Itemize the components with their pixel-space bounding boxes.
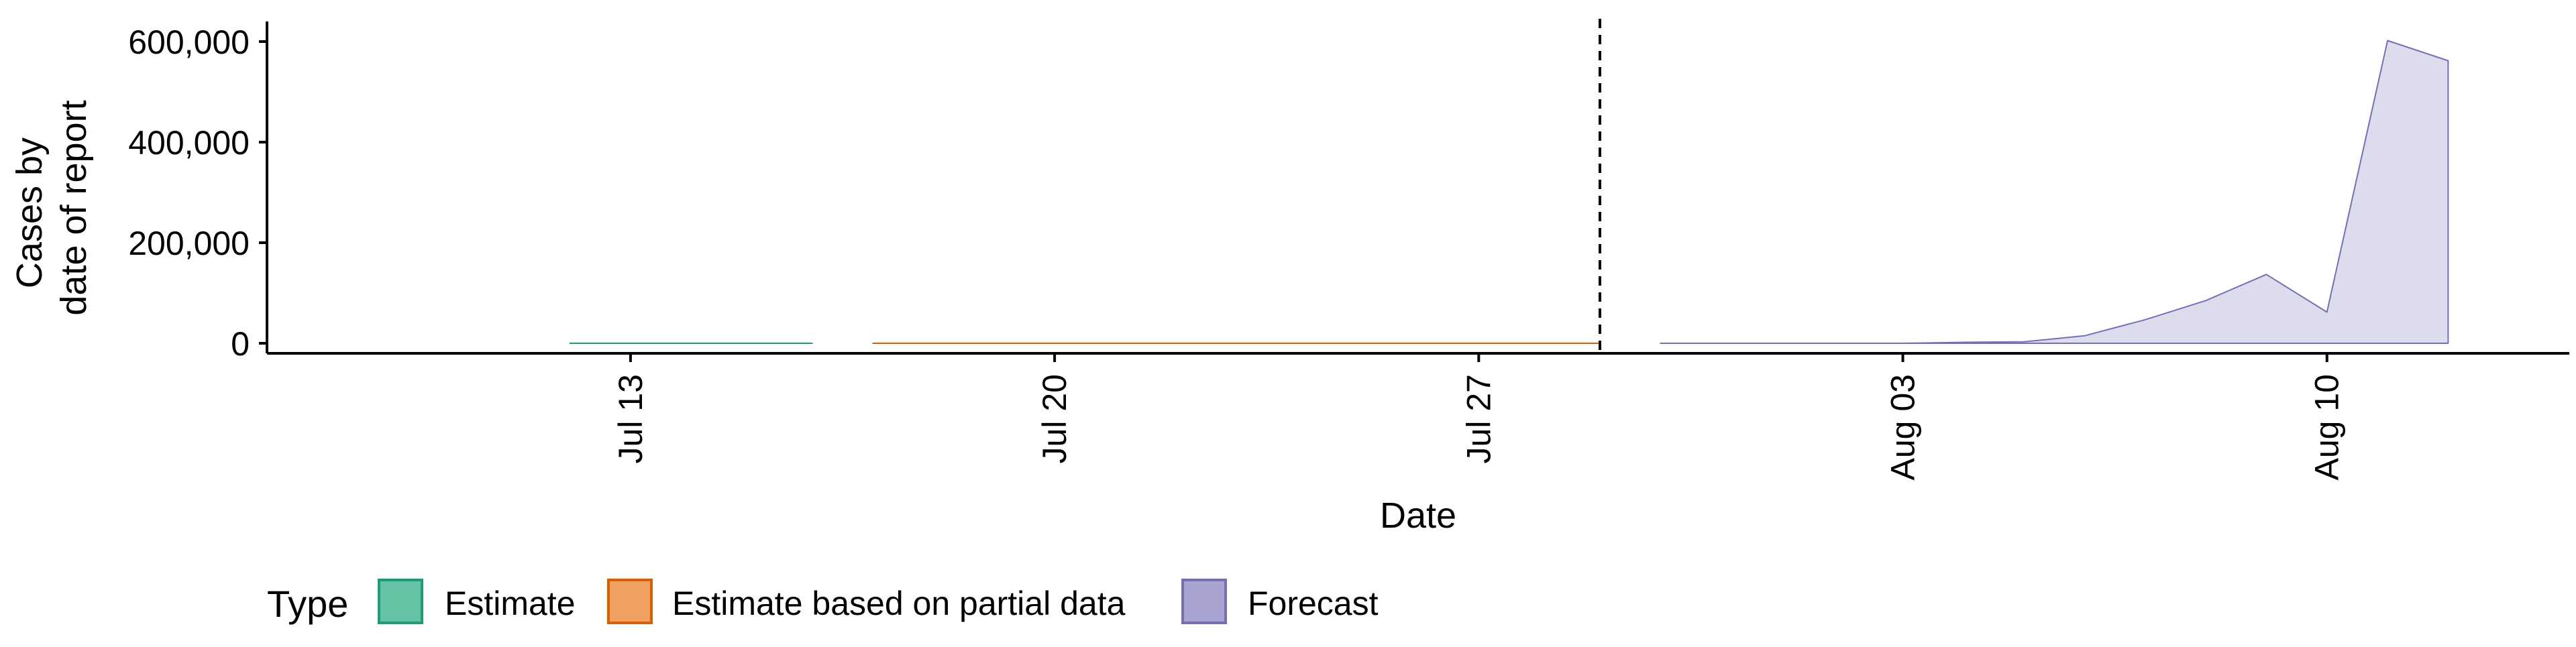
x-ticks: Jul 13 Jul 20 Jul 27 Aug 03 Aug 10 [612,353,2346,480]
x-tick-label: Aug 10 [2308,374,2346,480]
legend-key-estimate-partial [607,579,653,624]
legend-key-estimate [378,579,423,624]
y-tick-label: 400,000 [128,124,250,162]
legend-label-estimate-partial: Estimate based on partial data [672,585,1126,622]
x-tick-label: Aug 03 [1884,374,1922,480]
legend-key-forecast [1181,579,1227,624]
y-ticks: 0 200,000 400,000 600,000 [128,23,267,363]
legend-label-estimate: Estimate [445,585,576,622]
x-tick-label: Jul 27 [1460,374,1497,463]
series-bands [569,40,2449,344]
x-tick-label: Jul 20 [1036,374,1073,463]
y-tick-label: 200,000 [128,225,250,262]
legend-label-forecast: Forecast [1248,585,1379,622]
x-tick-label: Jul 13 [612,374,649,463]
legend-title: Type [267,583,348,625]
axes [266,21,2569,355]
x-axis-title: Date [1380,495,1456,536]
legend: Type Estimate Estimate based on partial … [267,579,1379,625]
y-axis-title-line-1: Cases by [9,137,50,288]
series-band-forecast [1660,40,2449,344]
y-axis-title-line-2: date of report [54,100,94,315]
y-tick-label: 600,000 [128,23,250,61]
y-axis-title: Cases by date of report [9,100,94,315]
y-tick-label: 0 [231,325,250,363]
